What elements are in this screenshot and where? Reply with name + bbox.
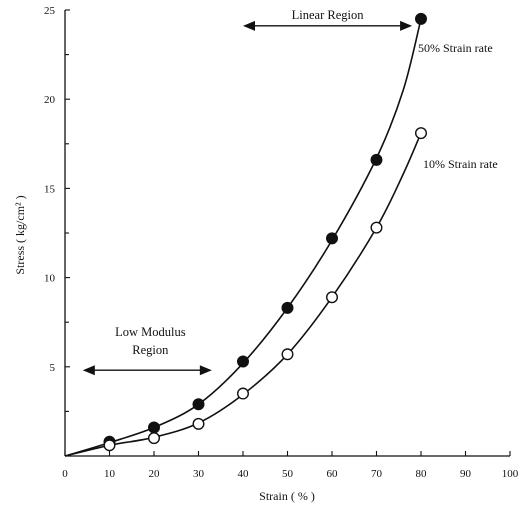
annotation-text-linear-region-0: Linear Region xyxy=(292,8,365,22)
series-line-10-strain-rate xyxy=(64,132,422,457)
data-point-50-strain-rate-30 xyxy=(192,398,205,411)
data-point-50-strain-rate-20 xyxy=(147,421,160,434)
y-tick-label-15: 15 xyxy=(44,183,56,195)
data-point-10-strain-rate-20 xyxy=(147,432,160,445)
data-point-10-strain-rate-50 xyxy=(281,348,294,361)
annotation-arrow-low-modulus-region-left-head xyxy=(82,365,95,376)
series-10-strain-rate: 10% Strain rate xyxy=(64,127,498,457)
x-tick-label-20: 20 xyxy=(149,468,161,480)
annotation-arrow-linear-region-right-head xyxy=(400,20,413,31)
y-tick-label-5: 5 xyxy=(50,362,56,374)
series-label-10-strain-rate: 10% Strain rate xyxy=(423,157,498,171)
series-label-50-strain-rate: 50% Strain rate xyxy=(418,41,493,55)
data-point-50-strain-rate-80 xyxy=(415,12,428,25)
annotation-low-modulus-region: Low Modulus Region xyxy=(82,325,212,376)
data-point-10-strain-rate-30 xyxy=(192,417,205,430)
annotation-linear-region: Linear Region xyxy=(243,8,413,31)
series-layer: 50% Strain rate 10% Strain rate xyxy=(64,12,498,457)
annotation-arrow-low-modulus-region xyxy=(82,365,212,376)
x-tick-label-80: 80 xyxy=(416,468,428,480)
annotation-text-low-modulus-region-1: Region xyxy=(132,343,169,357)
axes: 0 10 20 30 40 50 60 70 80 90 100 5 10 15 20 25 xyxy=(44,5,519,480)
data-point-10-strain-rate-80 xyxy=(415,127,428,140)
annotation-arrow-linear-region xyxy=(243,20,413,31)
x-tick-label-40: 40 xyxy=(238,468,250,480)
data-point-50-strain-rate-50 xyxy=(281,301,294,314)
x-tick-label-0: 0 xyxy=(62,468,68,480)
data-point-50-strain-rate-60 xyxy=(326,232,339,245)
x-tick-label-60: 60 xyxy=(327,468,339,480)
x-tick-label-30: 30 xyxy=(193,468,205,480)
x-tick-label-70: 70 xyxy=(371,468,383,480)
x-axis-title: Strain ( % ) xyxy=(259,489,315,503)
y-tick-label-20: 20 xyxy=(44,94,56,106)
data-point-10-strain-rate-40 xyxy=(236,387,249,400)
data-point-10-strain-rate-10 xyxy=(103,439,116,452)
data-point-10-strain-rate-60 xyxy=(326,291,339,304)
annotations: Linear Region Low Modulus Region xyxy=(82,8,413,376)
y-axis-title: Stress ( kg/cm² ) xyxy=(13,195,27,274)
x-tick-label-50: 50 xyxy=(282,468,294,480)
y-tick-label-25: 25 xyxy=(44,5,56,17)
series-50-strain-rate: 50% Strain rate xyxy=(64,12,493,457)
data-point-10-strain-rate-70 xyxy=(370,221,383,234)
series-line-50-strain-rate xyxy=(64,18,422,457)
annotation-arrow-linear-region-left-head xyxy=(243,20,255,31)
data-point-50-strain-rate-70 xyxy=(370,153,383,166)
annotation-text-low-modulus-region-0: Low Modulus xyxy=(115,325,186,339)
x-tick-label-100: 100 xyxy=(502,468,519,480)
x-tick-label-90: 90 xyxy=(460,468,472,480)
data-point-50-strain-rate-40 xyxy=(236,355,249,368)
annotation-arrow-low-modulus-region-right-head xyxy=(199,365,212,376)
x-tick-label-10: 10 xyxy=(104,468,116,480)
y-tick-label-10: 10 xyxy=(44,273,56,285)
